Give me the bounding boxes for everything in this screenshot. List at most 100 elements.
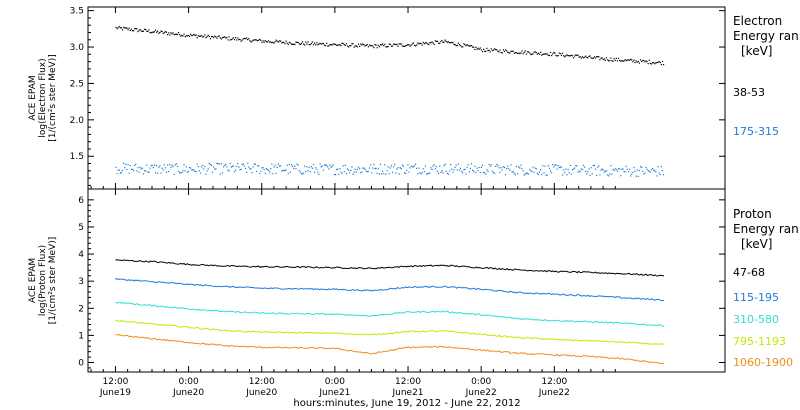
data-point: [489, 165, 491, 167]
data-point: [634, 62, 636, 64]
data-point: [375, 167, 377, 169]
data-point: [348, 46, 350, 48]
data-point: [174, 33, 176, 35]
data-point: [412, 42, 414, 44]
data-point: [229, 162, 231, 165]
data-point: [485, 173, 487, 175]
data-point: [506, 167, 508, 170]
data-point: [339, 43, 341, 46]
data-point: [170, 32, 172, 34]
data-point: [448, 170, 451, 172]
y-tick-label: 1.5: [70, 152, 84, 162]
data-point: [656, 175, 658, 177]
data-point: [163, 164, 165, 166]
data-point: [433, 43, 435, 45]
data-point: [596, 174, 598, 176]
data-point: [425, 173, 428, 175]
data-point: [250, 168, 252, 170]
x-tick-date-label: June21: [391, 388, 423, 398]
data-point: [337, 44, 339, 46]
data-point: [262, 167, 264, 169]
data-point: [272, 41, 274, 43]
data-point: [272, 173, 274, 175]
data-point: [183, 33, 185, 35]
x-tick-date-label: June22: [538, 388, 570, 398]
data-point: [365, 170, 367, 172]
data-point: [454, 166, 456, 168]
data-point: [654, 170, 656, 172]
data-point: [330, 44, 332, 46]
data-point: [224, 36, 226, 38]
data-point: [230, 38, 232, 41]
data-point: [401, 164, 404, 166]
data-point: [544, 165, 546, 167]
data-point: [621, 168, 623, 170]
data-point: [308, 166, 310, 169]
data-point: [442, 41, 444, 43]
x-tick-time-label: 0:00: [325, 377, 345, 387]
data-point: [599, 59, 601, 61]
data-point: [153, 31, 156, 33]
data-point: [474, 48, 476, 51]
data-point: [351, 43, 353, 45]
data-point: [201, 35, 203, 37]
data-point: [260, 170, 262, 172]
data-point: [520, 52, 522, 54]
data-point: [571, 168, 574, 171]
data-point: [248, 38, 250, 40]
data-point: [422, 41, 424, 44]
data-point: [642, 59, 644, 62]
data-point: [417, 42, 419, 44]
data-point: [510, 164, 512, 166]
data-point: [532, 166, 534, 168]
data-point: [582, 57, 585, 59]
data-point: [282, 41, 284, 43]
data-point: [644, 172, 646, 174]
data-point: [156, 31, 158, 33]
data-point: [143, 28, 146, 30]
data-point: [360, 43, 362, 45]
data-point: [440, 40, 442, 43]
data-point: [508, 52, 510, 54]
data-point: [367, 170, 369, 172]
data-point: [454, 44, 456, 46]
data-point: [240, 40, 242, 42]
data-point: [306, 166, 308, 168]
data-point: [398, 173, 400, 175]
legend-title: Electron: [733, 14, 782, 28]
data-point: [581, 56, 583, 58]
data-point: [283, 41, 285, 44]
data-point: [238, 166, 240, 168]
data-point: [495, 165, 497, 168]
data-point: [218, 163, 220, 165]
data-point: [638, 62, 641, 64]
series-795-1193: [115, 319, 665, 346]
data-point: [535, 168, 537, 170]
data-point: [361, 171, 363, 173]
data-point: [526, 51, 529, 53]
data-point: [187, 34, 190, 37]
data-point: [169, 164, 171, 166]
data-point: [422, 168, 424, 170]
data-point: [207, 168, 209, 170]
data-point: [514, 52, 517, 54]
data-point: [423, 171, 425, 173]
data-point: [326, 164, 328, 166]
data-point: [188, 167, 191, 169]
data-point: [154, 29, 157, 31]
data-point: [458, 169, 461, 171]
data-point: [496, 49, 498, 51]
data-point: [428, 43, 430, 46]
data-point: [169, 34, 171, 36]
data-point: [641, 166, 643, 168]
data-point: [213, 166, 215, 168]
data-point: [215, 168, 217, 170]
data-point: [512, 50, 514, 52]
data-point: [354, 168, 356, 171]
data-point: [634, 170, 636, 172]
data-point: [352, 173, 354, 175]
data-point: [399, 167, 401, 169]
data-point: [237, 162, 239, 165]
y-tick-label: 3: [78, 277, 84, 287]
data-point: [373, 163, 375, 165]
